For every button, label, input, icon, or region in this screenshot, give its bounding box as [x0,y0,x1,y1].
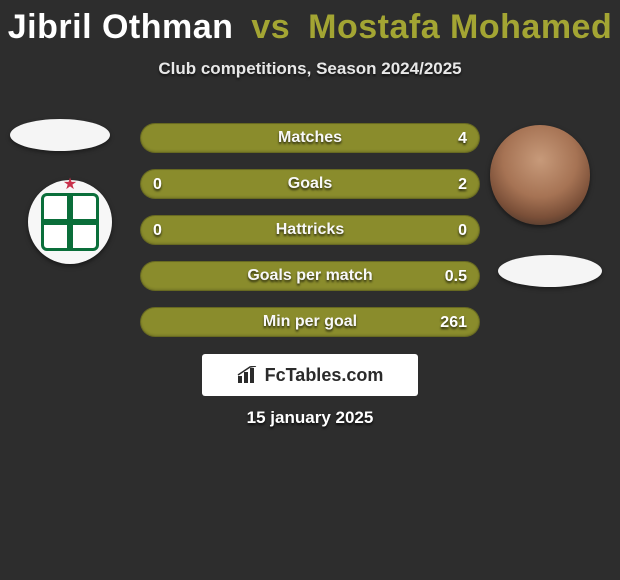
stat-right: 4 [458,124,467,154]
stat-label: Goals per match [247,267,372,285]
stat-left: 0 [153,170,162,200]
stat-row-min-per-goal: Min per goal 261 [140,307,480,337]
bar-chart-icon [237,366,259,384]
stat-label: Hattricks [276,221,344,239]
stat-left: 0 [153,216,162,246]
title-player2: Mostafa Mohamed [308,8,612,46]
stats-container: Matches 4 0 Goals 2 0 Hattricks 0 Goals … [140,123,480,353]
player1-photo-placeholder [10,119,110,151]
stat-row-goals-per-match: Goals per match 0.5 [140,261,480,291]
stat-label: Matches [278,129,342,147]
player2-photo [490,125,590,225]
star-icon: ★ [63,174,77,194]
date-label: 15 january 2025 [0,408,620,428]
stat-row-goals: 0 Goals 2 [140,169,480,199]
stat-right: 0 [458,216,467,246]
title-player1: Jibril Othman [8,8,234,46]
branding-text: FcTables.com [265,365,384,386]
subtitle: Club competitions, Season 2024/2025 [0,59,620,79]
player2-club-placeholder [498,255,602,287]
stat-row-matches: Matches 4 [140,123,480,153]
stat-label: Goals [288,175,332,193]
stat-right: 261 [440,308,467,338]
stat-right: 0.5 [445,262,467,292]
stat-label: Min per goal [263,313,357,331]
stat-right: 2 [458,170,467,200]
club-badge-inner [41,193,99,251]
title-vs: vs [251,8,290,46]
player1-club-badge: ★ [28,180,112,264]
comparison-title: Jibril Othman vs Mostafa Mohamed [0,0,620,47]
stat-row-hattricks: 0 Hattricks 0 [140,215,480,245]
branding-box: FcTables.com [202,354,418,396]
